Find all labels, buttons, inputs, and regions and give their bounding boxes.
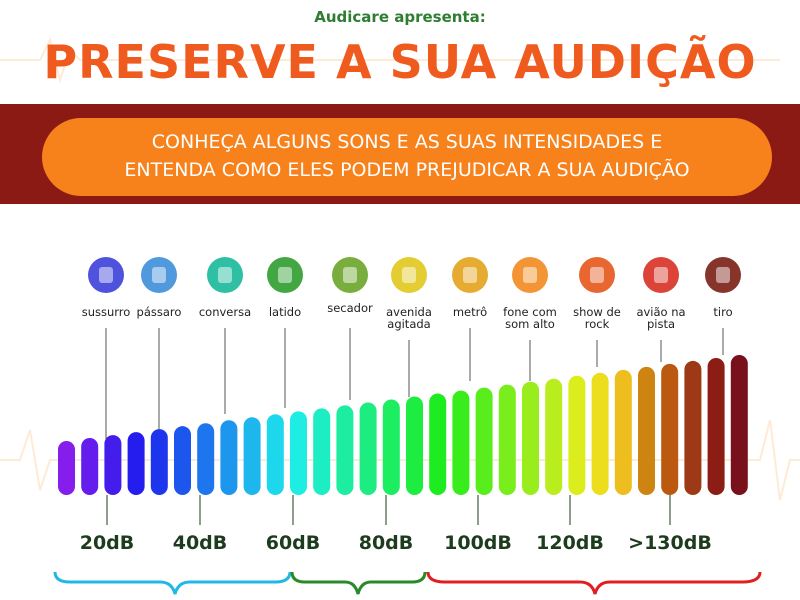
sound-label: avenida — [386, 305, 432, 319]
level-bar — [522, 381, 539, 495]
level-bar — [336, 405, 354, 495]
sound-icon — [207, 257, 243, 293]
sound-label: sussurro — [82, 305, 131, 319]
level-bar — [452, 390, 470, 495]
icon-detail — [654, 267, 668, 283]
level-bar — [81, 438, 99, 495]
sound-label: metrô — [453, 305, 487, 319]
level-label: 60dB — [266, 532, 321, 554]
brace-moderate — [290, 571, 427, 595]
sound-icon — [643, 257, 679, 293]
level-bar — [382, 399, 400, 495]
level-bar — [174, 426, 191, 495]
sound-icon — [332, 257, 368, 293]
sound-scale: sussurro pássaro conversa latido secador aven… — [58, 257, 748, 554]
level-bar — [545, 378, 563, 495]
sound-label: som alto — [505, 317, 555, 331]
level-bar — [498, 384, 516, 495]
level-label: 40dB — [173, 532, 228, 554]
banner-line: ENTENDA COMO ELES PODEM PREJUDICAR A SUA… — [124, 158, 689, 181]
icon-detail — [523, 267, 537, 283]
sound-icon — [391, 257, 427, 293]
level-bar — [730, 355, 748, 495]
sound-icon — [579, 257, 615, 293]
level-bar — [406, 396, 423, 495]
sound-label: tiro — [713, 305, 732, 319]
sound-label: pista — [647, 317, 675, 331]
level-bar — [591, 372, 609, 495]
icon-detail — [590, 267, 604, 283]
level-bar — [614, 369, 632, 495]
level-label: 20dB — [80, 532, 135, 554]
level-label: 120dB — [536, 532, 604, 554]
level-bar — [429, 393, 447, 495]
level-bar — [568, 375, 586, 495]
level-bar — [707, 357, 725, 495]
icon-detail — [402, 267, 416, 283]
sound-icon — [88, 257, 124, 293]
level-bar — [150, 429, 168, 495]
sound-icon — [141, 257, 177, 293]
brace-safe — [53, 571, 292, 595]
kicker: Audicare apresenta: — [314, 8, 485, 26]
level-bar — [475, 387, 493, 495]
icon-detail — [343, 267, 357, 283]
sound-icon — [705, 257, 741, 293]
sound-label: latido — [269, 305, 301, 319]
level-bar — [266, 414, 284, 495]
level-bar — [197, 423, 215, 495]
sound-label: fone com — [503, 305, 557, 319]
sound-label: secador — [327, 301, 373, 315]
sound-label: avião na — [636, 305, 685, 319]
icon-detail — [99, 267, 113, 283]
sound-label: rock — [585, 317, 610, 331]
level-bar — [359, 402, 377, 495]
sound-icon — [512, 257, 548, 293]
title: PRESERVE A SUA AUDIÇÃO — [43, 34, 756, 89]
icon-detail — [218, 267, 232, 283]
sound-label: show de — [573, 305, 621, 319]
sound-label: conversa — [199, 305, 251, 319]
level-bar — [684, 360, 702, 495]
level-bar — [220, 420, 238, 495]
level-bar — [313, 408, 331, 495]
level-bar — [104, 435, 122, 495]
level-bar — [243, 417, 261, 495]
icon-detail — [278, 267, 292, 283]
banner-line: CONHEÇA ALGUNS SONS E AS SUAS INTENSIDAD… — [152, 131, 662, 153]
background-wave — [0, 37, 800, 501]
sound-icon — [452, 257, 488, 293]
level-label: 100dB — [444, 532, 512, 554]
icon-detail — [463, 267, 477, 283]
banner-pill — [42, 118, 772, 196]
sound-icon — [267, 257, 303, 293]
level-label: >130dB — [628, 532, 712, 554]
level-bar — [661, 363, 679, 495]
sound-label: pássaro — [137, 305, 182, 319]
level-bar — [58, 441, 75, 495]
level-bar — [290, 411, 307, 495]
level-bar — [638, 366, 655, 495]
level-label: 80dB — [359, 532, 414, 554]
sound-label: agitada — [387, 317, 430, 331]
icon-detail — [152, 267, 166, 283]
brace-danger — [426, 571, 762, 595]
level-bar — [127, 432, 145, 495]
icon-detail — [716, 267, 730, 283]
